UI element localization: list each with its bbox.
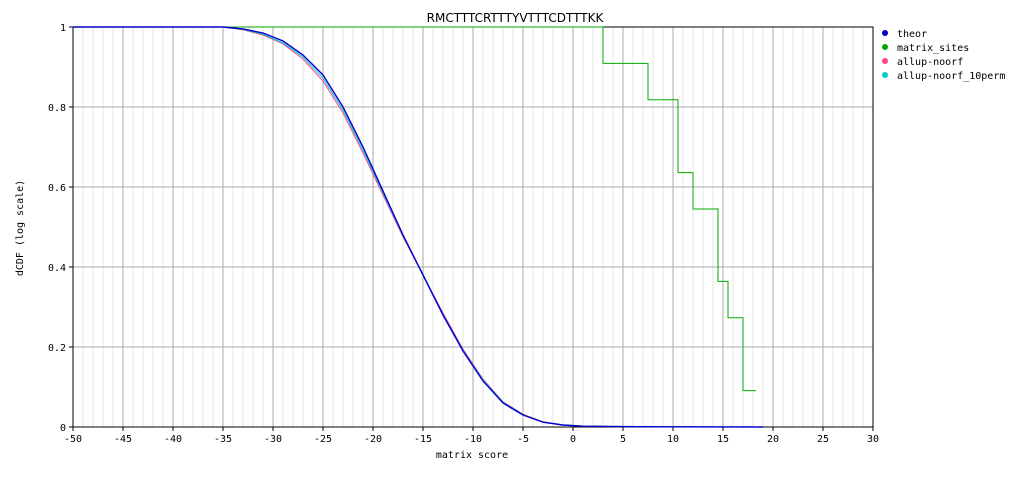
x-axis-ticks: -50 -45 -40 -35 -30 -25 -20 -15 -10 -5 0 5 10 15 20 25 3…	[64, 427, 879, 445]
x-tick-label: -10	[464, 434, 482, 445]
legend-marker	[882, 44, 888, 50]
x-tick-label: -35	[214, 434, 232, 445]
legend-label: allup-noorf	[897, 57, 963, 68]
legend-marker	[882, 72, 888, 78]
x-tick-label: 20	[767, 434, 779, 445]
x-axis-label: matrix score	[436, 450, 508, 461]
minor-gridlines	[82, 27, 864, 427]
y-tick-label: 1	[60, 23, 66, 34]
y-axis-ticks: 0 0.2 0.4 0.6 0.8 1	[48, 23, 73, 434]
legend-label: theor	[897, 29, 927, 40]
x-tick-label: 30	[867, 434, 879, 445]
y-tick-label: 0.8	[48, 103, 66, 114]
legend: theor matrix_sites allup-noorf allup-noorf_…	[882, 29, 1005, 82]
x-tick-label: -30	[264, 434, 282, 445]
x-tick-label: -25	[314, 434, 332, 445]
y-tick-label: 0	[60, 423, 66, 434]
x-tick-label: -40	[164, 434, 182, 445]
x-tick-label: -50	[64, 434, 82, 445]
x-tick-label: 0	[570, 434, 576, 445]
x-tick-label: 5	[620, 434, 626, 445]
x-tick-label: -5	[517, 434, 529, 445]
series-line-matrix_sites	[73, 26, 756, 392]
chart-title: RMCTTTCRTTTYVTTTCDTTTKK	[427, 11, 605, 25]
series-line-theor	[73, 26, 764, 428]
x-tick-label: -15	[414, 434, 432, 445]
series-line-allup-noorf	[73, 26, 764, 428]
y-axis-label: dCDF (log scale)	[15, 180, 26, 276]
y-tick-label: 0.2	[48, 343, 66, 354]
x-tick-label: 10	[667, 434, 679, 445]
legend-marker	[882, 58, 888, 64]
legend-label: matrix_sites	[897, 43, 969, 54]
series-line-allup-noorf_10perm	[73, 26, 764, 428]
series-layer	[73, 26, 764, 428]
y-tick-label: 0.4	[48, 263, 66, 274]
major-gridlines	[73, 27, 873, 427]
x-tick-label: -20	[364, 434, 382, 445]
y-tick-label: 0.6	[48, 183, 66, 194]
x-tick-label: -45	[114, 434, 132, 445]
legend-label: allup-noorf_10perm	[897, 71, 1005, 82]
legend-marker	[882, 30, 888, 36]
x-tick-label: 25	[817, 434, 829, 445]
x-tick-label: 15	[717, 434, 729, 445]
